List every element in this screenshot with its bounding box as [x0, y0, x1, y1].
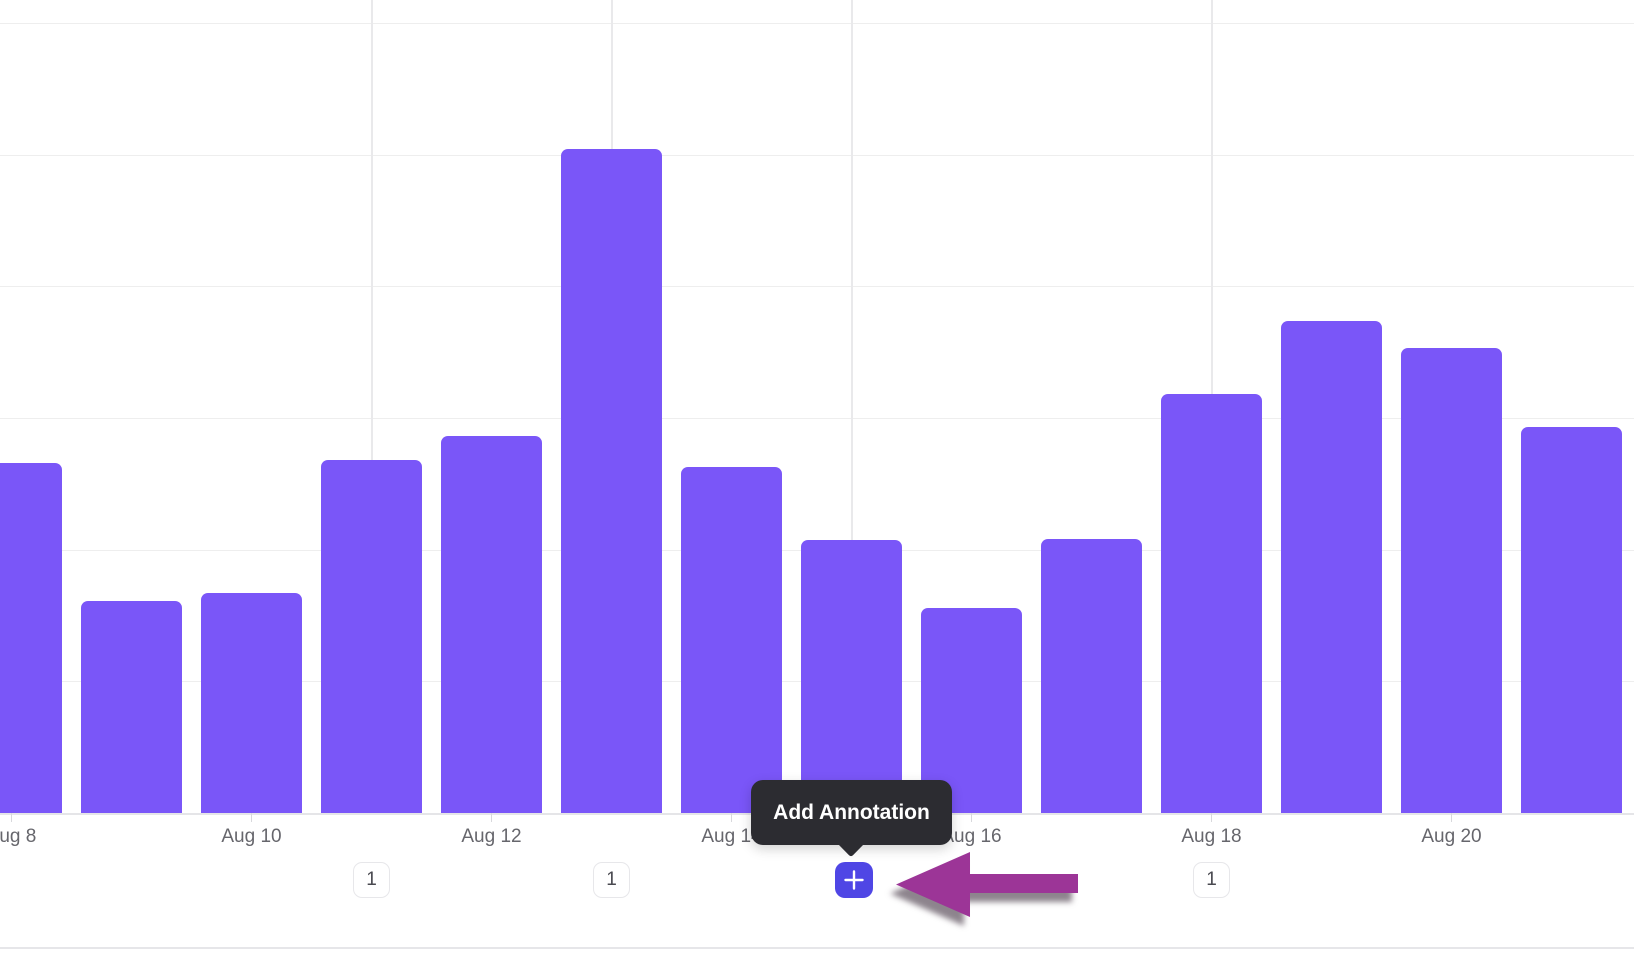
pointer-arrow-icon — [896, 852, 1078, 917]
visitors-bar-aug-17[interactable] — [1041, 539, 1142, 813]
visitors-bar-aug-15[interactable] — [801, 540, 902, 813]
y-gridline — [0, 418, 1634, 419]
visitors-bar-aug-9[interactable] — [81, 601, 182, 813]
x-label-aug-14: Aug 14 — [701, 826, 762, 847]
x-tick-aug-18 — [1210, 813, 1213, 822]
y-gridline — [0, 23, 1634, 24]
plus-icon — [844, 870, 864, 890]
annotation-marker-line-aug-11 — [370, 0, 373, 813]
x-label-aug-8: Aug 8 — [0, 826, 37, 847]
visitors-bar-aug-19[interactable] — [1281, 320, 1382, 813]
visitors-bar-aug-10[interactable] — [201, 593, 302, 813]
hover-marker-line-aug-15 — [850, 0, 853, 813]
x-label-aug-10: Aug 10 — [221, 826, 282, 847]
y-gridline — [0, 154, 1634, 156]
annotation-count-badge-aug-13[interactable]: 1 — [593, 862, 630, 898]
x-tick-aug-12 — [490, 813, 493, 822]
tooltip-caret-icon — [838, 844, 864, 857]
visitors-bar-aug-11[interactable] — [321, 460, 422, 813]
bottom-divider — [0, 947, 1634, 949]
x-tick-aug-10 — [250, 813, 253, 822]
annotation-count-badge-aug-11[interactable]: 1 — [353, 862, 390, 898]
add-annotation-tooltip-label: Add Annotation — [773, 800, 930, 824]
visitors-bar-aug-14[interactable] — [681, 466, 782, 813]
visitors-bar-aug-12[interactable] — [441, 436, 542, 813]
y-gridline — [0, 286, 1634, 288]
x-label-aug-20: Aug 20 — [1421, 826, 1482, 847]
x-label-aug-12: Aug 12 — [461, 826, 522, 847]
add-annotation-tooltip: Add Annotation — [751, 780, 952, 845]
x-label-aug-18: Aug 18 — [1181, 826, 1242, 847]
x-tick-aug-8 — [10, 813, 13, 822]
x-label-aug-16: Aug 16 — [941, 826, 1002, 847]
x-tick-aug-20 — [1450, 813, 1453, 822]
add-annotation-button[interactable] — [835, 862, 873, 898]
visitors-bar-aug-21[interactable] — [1521, 427, 1622, 813]
x-tick-aug-16 — [970, 813, 973, 822]
annotation-count-badge-aug-18[interactable]: 1 — [1193, 862, 1230, 898]
visitors-bar-aug-20[interactable] — [1401, 348, 1502, 813]
visitors-bar-aug-16[interactable] — [921, 607, 1022, 813]
visitors-bar-aug-13[interactable] — [561, 149, 662, 813]
visitors-bar-aug-18[interactable] — [1161, 394, 1262, 813]
visitors-bar-aug-8[interactable] — [0, 462, 62, 813]
x-tick-aug-14 — [730, 813, 733, 822]
